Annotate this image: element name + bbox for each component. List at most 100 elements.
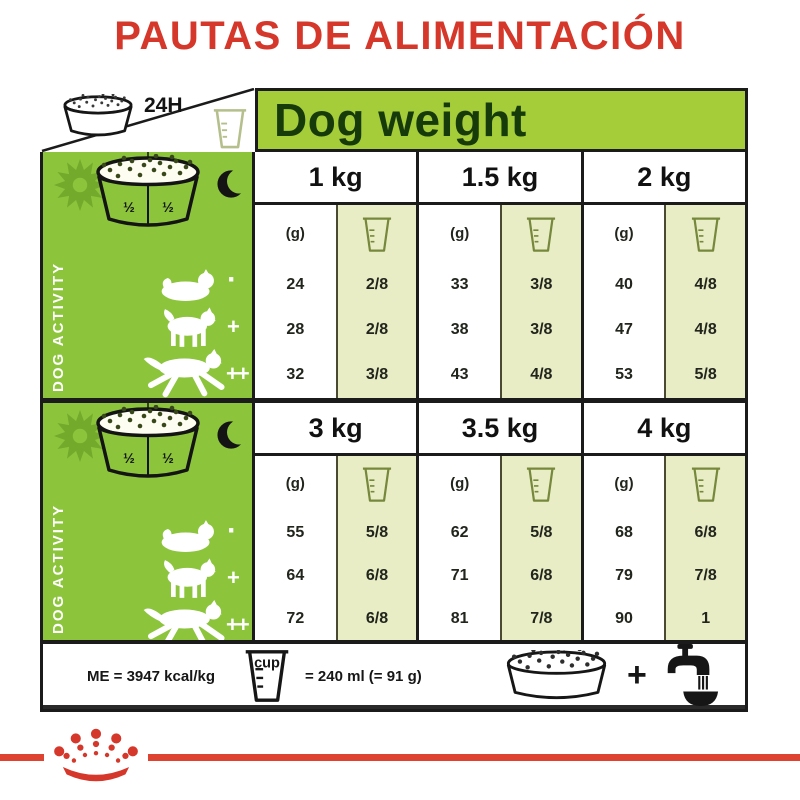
brand-divider-line <box>0 754 800 761</box>
weight-column-3kg: 3 kg (g) 55 5/8 64 6/8 72 6/8 <box>255 403 417 640</box>
grams-unit-label: (g) <box>450 475 470 492</box>
weights-grid: 3 kg (g) 55 5/8 64 6/8 72 6/8 3.5 kg <box>255 403 745 640</box>
table-body: ½ ½ DOG ACTIVITY · + ++ 1 kg (g) <box>40 152 748 712</box>
moon-icon <box>215 164 249 204</box>
weight-header: 3.5 kg <box>419 403 581 456</box>
activity-mark-high: ++ <box>226 361 250 386</box>
bowl-fraction-left: ½ <box>123 199 135 215</box>
cup-value: 5/8 <box>530 523 553 541</box>
weight-column-2kg: 2 kg (g) 40 4/8 47 4/8 53 5/8 <box>580 152 745 398</box>
weight-column-1kg: 1 kg (g) 24 2/8 28 2/8 32 3/8 <box>255 152 417 398</box>
grams-value: 79 <box>615 566 633 584</box>
grams-unit-label: (g) <box>450 225 470 242</box>
cup-value: 5/8 <box>694 366 717 384</box>
section-divider <box>43 398 745 403</box>
measuring-cup-icon <box>361 213 393 255</box>
grams-value: 33 <box>450 275 469 293</box>
measuring-cup-icon <box>525 213 557 255</box>
footer-band: ME = 3947 kcal/kg cup = 240 ml (= 91 g) … <box>43 640 745 709</box>
weight-column-4kg: 4 kg (g) 68 6/8 79 7/8 90 1 <box>580 403 745 640</box>
dog-weight-header: Dog weight <box>255 88 748 152</box>
measuring-cup-icon <box>210 106 250 150</box>
hours-label: 24H <box>144 94 183 117</box>
measuring-cup-icon <box>690 213 722 255</box>
bowl-fraction-right: ½ <box>162 450 174 466</box>
dog-activity-panel: ½ ½ DOG ACTIVITY · + ++ <box>43 152 255 398</box>
cup-value: 3/8 <box>365 366 389 384</box>
diagonal-divider <box>41 88 255 152</box>
cup-label: cup <box>254 655 280 671</box>
weights-grid: 1 kg (g) 24 2/8 28 2/8 32 3/8 1.5 kg <box>255 152 745 398</box>
cup-equivalence-text: = 240 ml (= 91 g) <box>305 668 422 685</box>
cup-value: 1 <box>701 609 711 627</box>
weight-header: 2 kg <box>583 152 745 205</box>
running-dog-icon <box>141 348 227 398</box>
plus-sign: + <box>627 656 647 694</box>
grams-value: 53 <box>615 366 633 384</box>
bowl-fraction-left: ½ <box>123 450 135 466</box>
activity-mark-low: · <box>227 514 237 547</box>
grams-value: 72 <box>286 609 305 627</box>
grams-value: 47 <box>615 320 633 338</box>
grams-unit-label: (g) <box>614 225 634 242</box>
food-bowl-24h-icon <box>63 94 133 137</box>
bowl-fraction-right: ½ <box>162 199 174 215</box>
dog-activity-panel: ½ ½ DOG ACTIVITY · + ++ <box>43 403 255 640</box>
dog-activity-label: DOG ACTIVITY <box>50 261 67 392</box>
metabolizable-energy-text: ME = 3947 kcal/kg <box>87 668 215 685</box>
cup-value: 4/8 <box>694 320 717 338</box>
weight-column-1-5kg: 1.5 kg (g) 33 3/8 38 3/8 43 4/8 <box>416 152 581 398</box>
cup-value: 7/8 <box>530 609 553 627</box>
activity-mark-high: ++ <box>226 612 250 637</box>
grams-value: 38 <box>450 320 469 338</box>
standing-dog-icon <box>159 556 219 602</box>
cup-value: 6/8 <box>365 609 389 627</box>
cup-value: 4/8 <box>694 275 717 293</box>
cup-value: 3/8 <box>530 275 553 293</box>
corner-cell: 24H <box>40 88 255 152</box>
weight-header: 1.5 kg <box>419 152 581 205</box>
cup-value: 6/8 <box>694 523 717 541</box>
weight-column-3-5kg: 3.5 kg (g) 62 5/8 71 6/8 81 7/8 <box>416 403 581 640</box>
brand-logo-wrap <box>44 722 148 788</box>
dog-weight-label: Dog weight <box>274 94 527 146</box>
feeding-table: 24H Dog weight ½ ½ DOG ACTIVITY <box>40 88 748 712</box>
cup-value: 2/8 <box>365 275 389 293</box>
food-bowl-half-icon: ½ ½ <box>96 152 200 227</box>
cup-value: 3/8 <box>530 320 553 338</box>
grams-value: 71 <box>450 566 469 584</box>
activity-mark-low: · <box>227 263 237 296</box>
grams-value: 40 <box>615 275 633 293</box>
standing-dog-icon <box>159 305 219 351</box>
grams-value: 68 <box>615 523 633 541</box>
water-tap-bowl-icon <box>659 644 721 706</box>
resting-dog-icon <box>159 262 221 302</box>
grams-unit-label: (g) <box>285 475 305 492</box>
weight-header: 1 kg <box>255 152 417 205</box>
dog-activity-label: DOG ACTIVITY <box>50 503 67 634</box>
weight-header: 4 kg <box>583 403 745 456</box>
food-bowl-half-icon: ½ ½ <box>96 403 200 478</box>
measuring-cup-icon <box>361 463 393 505</box>
grams-value: 55 <box>286 523 305 541</box>
section-small-weights: ½ ½ DOG ACTIVITY · + ++ 1 kg (g) <box>43 152 745 398</box>
measuring-cup-icon <box>525 463 557 505</box>
resting-dog-icon <box>159 513 221 553</box>
cup-value: 6/8 <box>530 566 553 584</box>
cup-icon: cup <box>241 646 293 704</box>
grams-value: 28 <box>286 320 305 338</box>
cup-value: 5/8 <box>365 523 389 541</box>
weight-header: 3 kg <box>255 403 417 456</box>
cup-value: 7/8 <box>694 566 717 584</box>
cup-value: 4/8 <box>530 366 553 384</box>
grams-unit-label: (g) <box>285 225 305 242</box>
moon-icon <box>215 415 249 455</box>
grams-value: 43 <box>450 366 469 384</box>
activity-mark-medium: + <box>227 314 240 339</box>
grams-value: 64 <box>286 566 305 584</box>
grams-value: 90 <box>615 609 633 627</box>
grams-unit-label: (g) <box>614 475 634 492</box>
activity-mark-medium: + <box>227 565 240 590</box>
royal-canin-crown-logo <box>54 728 138 782</box>
grams-value: 24 <box>286 275 305 293</box>
